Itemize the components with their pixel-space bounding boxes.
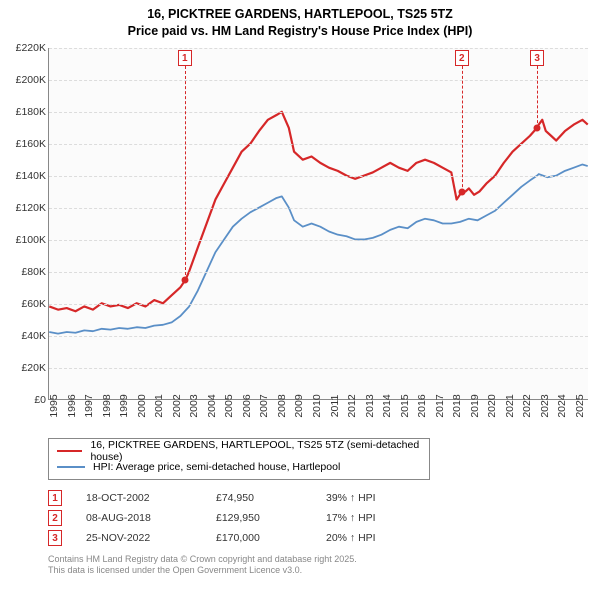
chart-container: 16, PICKTREE GARDENS, HARTLEPOOL, TS25 5…: [0, 0, 600, 590]
sale-marker-dot: [458, 189, 465, 196]
title-block: 16, PICKTREE GARDENS, HARTLEPOOL, TS25 5…: [0, 0, 600, 42]
legend-swatch-1: [57, 450, 82, 452]
y-tick-label: £60K: [2, 298, 46, 310]
sales-date: 25-NOV-2022: [86, 532, 216, 544]
sales-table-row: 3 25-NOV-2022£170,00020% ↑ HPI: [48, 528, 426, 548]
x-tick-label: 2009: [293, 394, 305, 417]
gridline: [49, 144, 588, 145]
sale-marker-badge: 3: [530, 50, 544, 66]
gridline: [49, 272, 588, 273]
sale-marker-badge: 1: [178, 50, 192, 66]
y-tick-label: £220K: [2, 42, 46, 54]
x-tick-label: 1995: [48, 394, 60, 417]
x-tick-label: 2007: [258, 394, 270, 417]
series-price_paid: [49, 112, 587, 311]
sales-badge: 1: [48, 490, 62, 506]
x-tick-label: 2017: [434, 394, 446, 417]
x-tick-label: 1996: [66, 394, 78, 417]
sales-pct: 17% ↑ HPI: [326, 512, 426, 524]
x-tick-label: 2004: [206, 394, 218, 417]
y-tick-label: £40K: [2, 330, 46, 342]
x-tick-label: 2000: [136, 394, 148, 417]
gridline: [49, 208, 588, 209]
y-tick-label: £180K: [2, 106, 46, 118]
sales-table-row: 2 08-AUG-2018£129,95017% ↑ HPI: [48, 508, 426, 528]
footer-line-1: Contains HM Land Registry data © Crown c…: [48, 554, 357, 565]
sales-date: 18-OCT-2002: [86, 492, 216, 504]
legend-swatch-2: [57, 466, 85, 468]
y-tick-label: £0: [2, 394, 46, 406]
y-tick-label: £100K: [2, 234, 46, 246]
x-tick-label: 2016: [416, 394, 428, 417]
sales-price: £129,950: [216, 512, 326, 524]
x-tick-label: 2002: [171, 394, 183, 417]
x-tick-label: 2018: [451, 394, 463, 417]
x-tick-label: 2020: [486, 394, 498, 417]
x-tick-label: 2021: [504, 394, 516, 417]
sales-pct: 20% ↑ HPI: [326, 532, 426, 544]
sales-price: £170,000: [216, 532, 326, 544]
x-tick-label: 1997: [83, 394, 95, 417]
sale-marker-dot: [181, 277, 188, 284]
y-tick-label: £200K: [2, 74, 46, 86]
gridline: [49, 336, 588, 337]
sales-table-row: 1 18-OCT-2002£74,95039% ↑ HPI: [48, 488, 426, 508]
sales-table: 1 18-OCT-2002£74,95039% ↑ HPI 2 08-AUG-2018…: [48, 488, 426, 548]
x-tick-label: 2010: [311, 394, 323, 417]
x-tick-label: 2013: [364, 394, 376, 417]
sale-marker-line: [185, 66, 186, 280]
legend-label-1: 16, PICKTREE GARDENS, HARTLEPOOL, TS25 5…: [90, 439, 421, 463]
x-tick-label: 2006: [241, 394, 253, 417]
sale-marker-badge: 2: [455, 50, 469, 66]
sales-date: 08-AUG-2018: [86, 512, 216, 524]
x-tick-label: 2024: [556, 394, 568, 417]
footer-line-2: This data is licensed under the Open Gov…: [48, 565, 357, 576]
sale-marker-line: [462, 66, 463, 192]
x-tick-label: 2003: [188, 394, 200, 417]
gridline: [49, 240, 588, 241]
chart-plot-area: [48, 48, 588, 400]
chart-svg: [49, 48, 588, 399]
legend-label-2: HPI: Average price, semi-detached house,…: [93, 461, 340, 473]
x-tick-label: 2019: [469, 394, 481, 417]
gridline: [49, 176, 588, 177]
x-tick-label: 2001: [153, 394, 165, 417]
y-tick-label: £80K: [2, 266, 46, 278]
series-hpi: [49, 164, 587, 333]
gridline: [49, 112, 588, 113]
y-tick-label: £140K: [2, 170, 46, 182]
gridline: [49, 304, 588, 305]
y-tick-label: £120K: [2, 202, 46, 214]
x-tick-label: 1998: [101, 394, 113, 417]
title-line-1: 16, PICKTREE GARDENS, HARTLEPOOL, TS25 5…: [0, 6, 600, 23]
gridline: [49, 48, 588, 49]
footer: Contains HM Land Registry data © Crown c…: [48, 554, 357, 577]
x-tick-label: 2025: [574, 394, 586, 417]
legend-item-1: 16, PICKTREE GARDENS, HARTLEPOOL, TS25 5…: [57, 443, 421, 459]
x-tick-label: 2012: [346, 394, 358, 417]
sales-badge: 3: [48, 530, 62, 546]
x-tick-label: 2022: [521, 394, 533, 417]
sales-pct: 39% ↑ HPI: [326, 492, 426, 504]
x-tick-label: 2005: [223, 394, 235, 417]
x-tick-label: 1999: [118, 394, 130, 417]
title-line-2: Price paid vs. HM Land Registry's House …: [0, 23, 600, 40]
x-tick-label: 2014: [381, 394, 393, 417]
sale-marker-dot: [534, 125, 541, 132]
x-tick-label: 2008: [276, 394, 288, 417]
sale-marker-line: [537, 66, 538, 128]
x-tick-label: 2023: [539, 394, 551, 417]
gridline: [49, 80, 588, 81]
x-tick-label: 2015: [399, 394, 411, 417]
sales-price: £74,950: [216, 492, 326, 504]
legend: 16, PICKTREE GARDENS, HARTLEPOOL, TS25 5…: [48, 438, 430, 480]
y-tick-label: £160K: [2, 138, 46, 150]
sales-badge: 2: [48, 510, 62, 526]
gridline: [49, 368, 588, 369]
x-tick-label: 2011: [329, 395, 341, 418]
y-tick-label: £20K: [2, 362, 46, 374]
